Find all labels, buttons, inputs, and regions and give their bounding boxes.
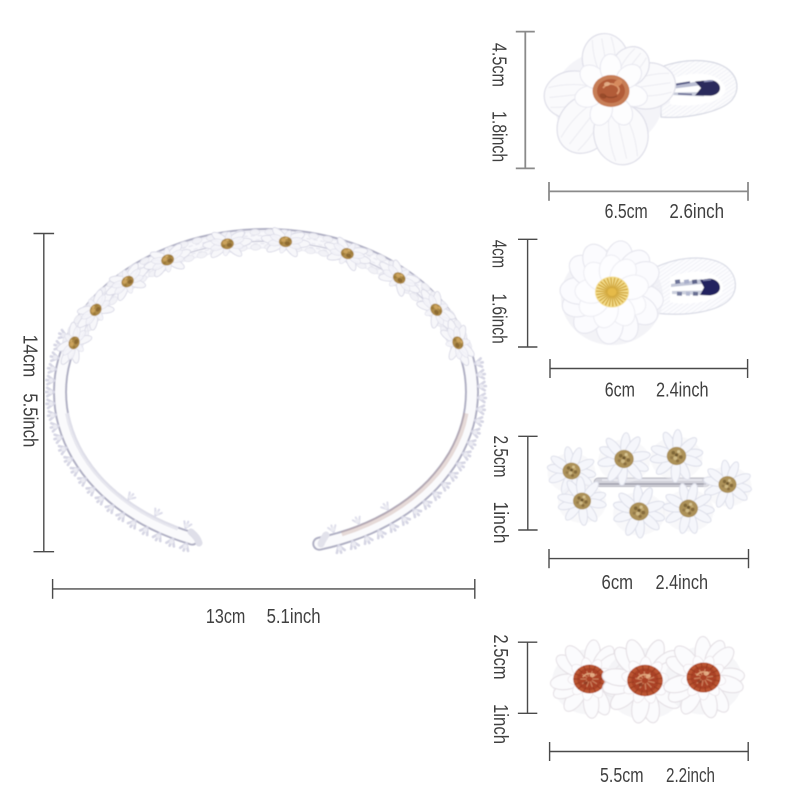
- svg-text:5.5cm: 5.5cm: [600, 765, 644, 787]
- svg-text:2.2inch: 2.2inch: [666, 765, 715, 787]
- svg-text:14cm: 14cm: [19, 335, 41, 378]
- svg-text:1inch: 1inch: [489, 502, 511, 544]
- svg-text:6.5cm: 6.5cm: [605, 201, 648, 223]
- svg-text:5.5inch: 5.5inch: [19, 393, 41, 447]
- svg-text:1inch: 1inch: [489, 704, 511, 744]
- svg-text:2.5cm: 2.5cm: [489, 634, 511, 679]
- svg-text:2.5cm: 2.5cm: [489, 436, 511, 478]
- svg-text:4.5cm: 4.5cm: [488, 43, 510, 87]
- svg-text:2.4inch: 2.4inch: [656, 380, 709, 402]
- svg-text:13cm: 13cm: [206, 606, 245, 628]
- svg-text:1.8inch: 1.8inch: [488, 111, 510, 162]
- svg-text:6cm: 6cm: [605, 380, 635, 402]
- svg-text:1.6inch: 1.6inch: [488, 293, 510, 343]
- svg-text:6cm: 6cm: [602, 572, 634, 594]
- svg-text:2.4inch: 2.4inch: [656, 572, 709, 594]
- svg-text:5.1inch: 5.1inch: [267, 606, 321, 628]
- svg-text:4cm: 4cm: [488, 240, 510, 268]
- svg-text:2.6inch: 2.6inch: [669, 201, 724, 223]
